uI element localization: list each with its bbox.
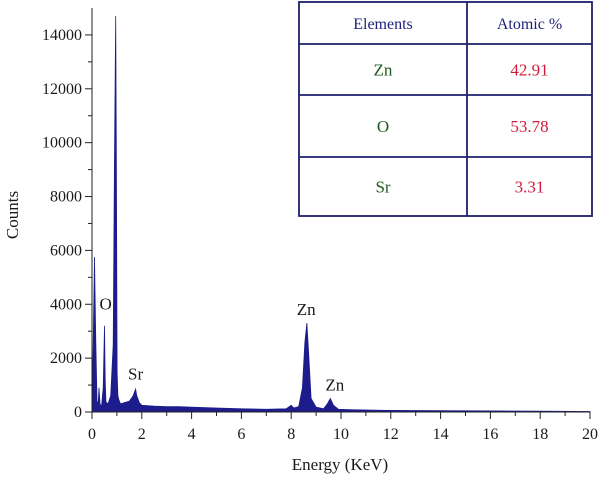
peak-label: Zn [107,0,126,1]
y-axis-title: Counts [3,191,22,239]
peak-labels: Zn O Sr Zn Zn [100,0,345,394]
x-tick-label: 14 [433,426,449,443]
y-tick-label: 6000 [50,242,82,259]
x-tick-label: 16 [482,426,498,443]
y-tick-label: 8000 [50,189,82,206]
atomic-percent-table: Elements Atomic % Zn 42.91 O 53.78 Sr 3.31 [298,1,593,217]
peak-label: Zn [297,300,316,319]
spectrum-layer [91,16,591,413]
x-tick-label: 6 [237,426,245,443]
table-value-cell: 3.31 [515,178,545,197]
x-tick-label: 4 [188,426,196,443]
y-tick-label: 14000 [42,27,82,44]
table-header-cell: Elements [353,16,413,33]
x-tick-label: 12 [383,426,399,443]
table-element-cell: Zn [374,61,393,80]
ticks: 0 2 4 6 8 10 12 14 16 18 20 0 2000 4000 6000 8000 10000 1… [42,27,598,443]
x-tick-label: 10 [333,426,349,443]
peak-label: Zn [325,375,344,394]
x-axis-title: Energy (KeV) [292,455,388,474]
y-tick-label: 0 [74,404,82,421]
table-value-cell: 42.91 [510,61,548,80]
peak-label: Sr [128,365,143,384]
table-element-cell: O [377,117,389,136]
table-frame [298,1,593,217]
x-tick-label: 2 [138,426,146,443]
y-tick-label: 2000 [50,350,82,367]
table-value-cell: 53.78 [510,117,548,136]
y-tick-label: 4000 [50,296,82,313]
y-tick-label: 12000 [42,81,82,98]
table-element-cell: Sr [375,178,390,197]
x-tick-label: 8 [287,426,295,443]
spectrum-area [91,16,591,413]
x-tick-label: 0 [88,426,96,443]
x-tick-label: 18 [532,426,548,443]
peak-label: O [100,295,112,314]
table-header-cell: Atomic % [497,16,562,33]
x-tick-label: 20 [582,426,598,443]
y-tick-label: 10000 [42,135,82,152]
